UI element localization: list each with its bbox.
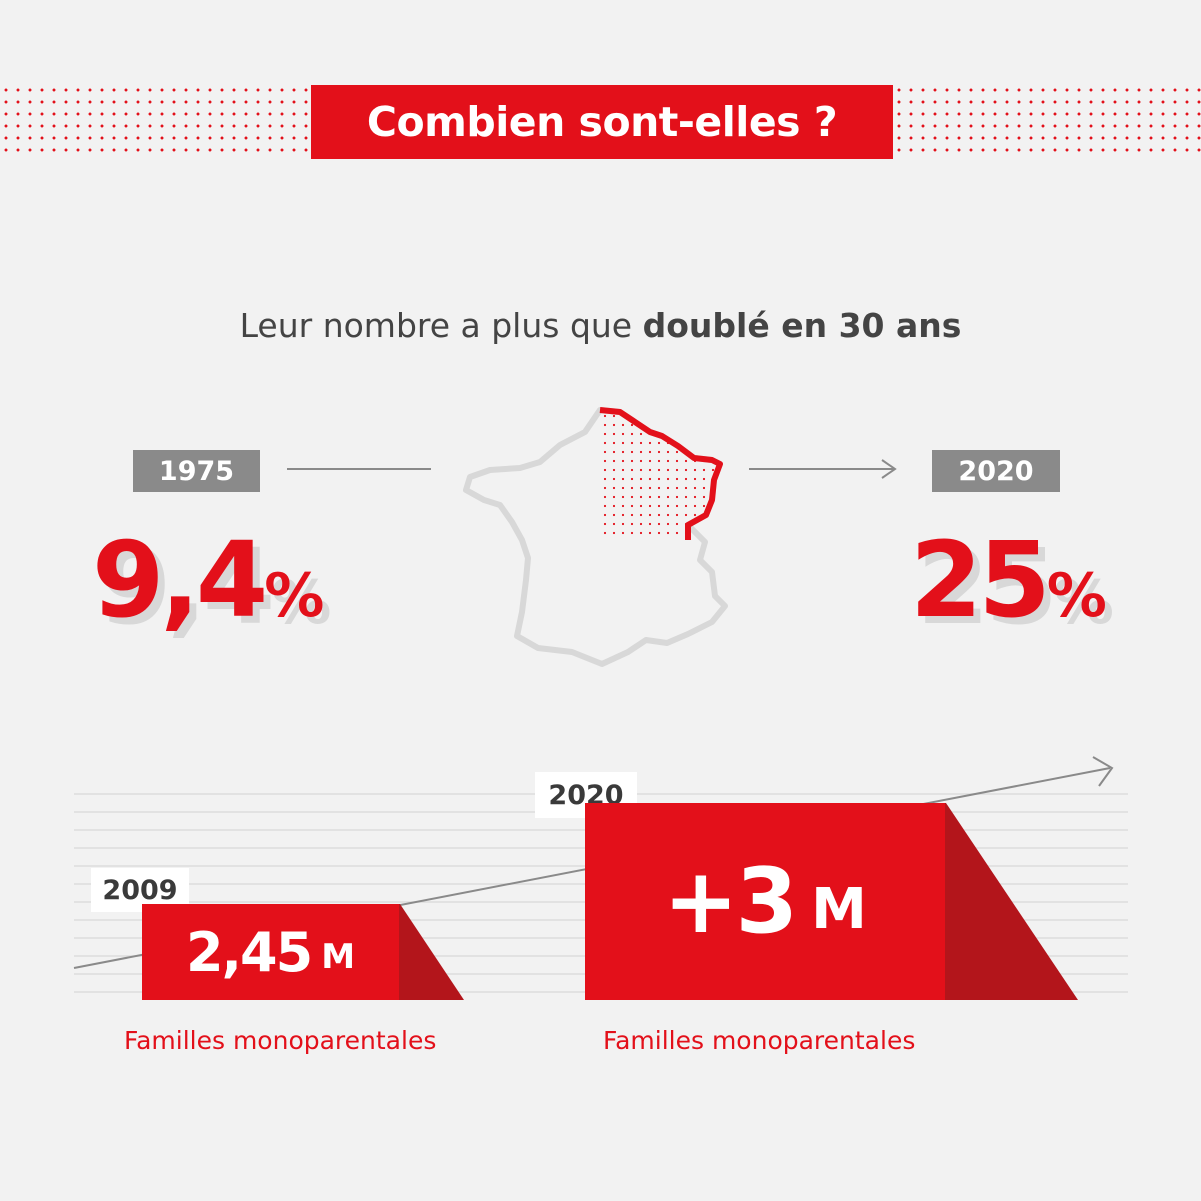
page-title-text: Combien sont-elles ? [366,98,838,146]
value-2020-unit: % [1046,561,1107,631]
year-tag-1975: 1975 [133,450,260,492]
france-map-icon [463,407,728,667]
value-1975: 9,4% [92,528,324,632]
year-tag-2009-label: 2009 [102,874,178,906]
dot-pattern-left [0,84,312,160]
value-1975-number: 9,4 [92,519,268,641]
subtitle-prefix: Leur nombre a plus que [239,306,643,345]
arrow-right-icon [749,459,897,479]
subtitle: Leur nombre a plus que doublé en 30 ans [0,306,1201,345]
caption-2009: Familles monoparentales [124,1026,437,1055]
block-2009: 2,45 M [142,904,399,1000]
dot-pattern-right [893,84,1201,160]
value-2020-number: 25 [910,519,1051,641]
block-2020: +3 M [585,803,945,1000]
block-2009-shadow [398,904,464,1000]
map-graphic [287,407,897,667]
block-2020-unit: M [811,877,867,942]
block-2009-value: 2,45 [185,920,313,984]
page-title: Combien sont-elles ? [311,85,893,159]
year-tag-2020: 2020 [932,450,1060,492]
caption-2020: Familles monoparentales [603,1026,916,1055]
block-2020-value: +3 [663,849,798,954]
block-2020-shadow [944,803,1078,1000]
year-tag-2020-label: 2020 [958,455,1034,487]
subtitle-emphasis: doublé en 30 ans [642,306,962,345]
value-2020: 25% [910,528,1107,632]
value-1975-unit: % [264,561,325,631]
year-tag-1975-label: 1975 [158,455,235,487]
block-2009-unit: M [321,937,356,977]
